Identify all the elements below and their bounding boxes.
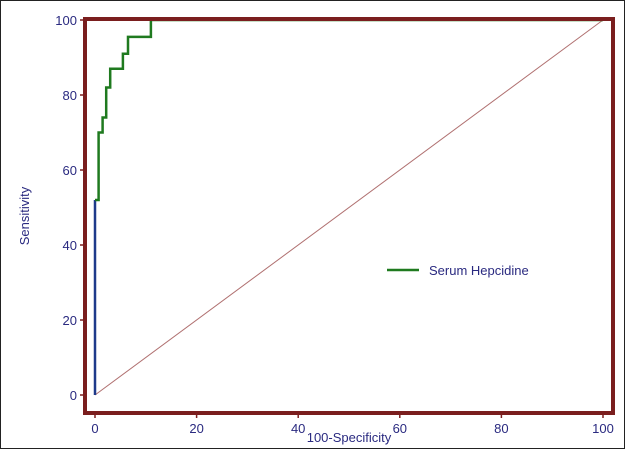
y-tick-label: 0 [70,388,77,403]
legend-label-serum-hepcidine: Serum Hepcidine [429,263,529,278]
y-tick-label: 20 [63,313,77,328]
x-tick-label: 40 [291,421,305,436]
y-tick-label: 100 [55,13,77,28]
reference-diagonal-line [94,19,604,396]
x-axis-title: 100-Specificity [307,430,392,445]
x-tick-label: 0 [91,421,98,436]
legend: Serum Hepcidine [387,263,529,278]
y-tick-label: 80 [63,88,77,103]
x-tick-label: 100 [592,421,614,436]
x-tick-label: 80 [494,421,508,436]
y-tick-label: 60 [63,163,77,178]
x-tick-label: 20 [189,421,203,436]
y-tick-label: 40 [63,238,77,253]
series-line-serum-hepcidine [95,18,603,202]
x-tick-label: 60 [393,421,407,436]
y-axis-title: Sensitivity [17,186,32,245]
plot-area-frame [83,17,615,415]
